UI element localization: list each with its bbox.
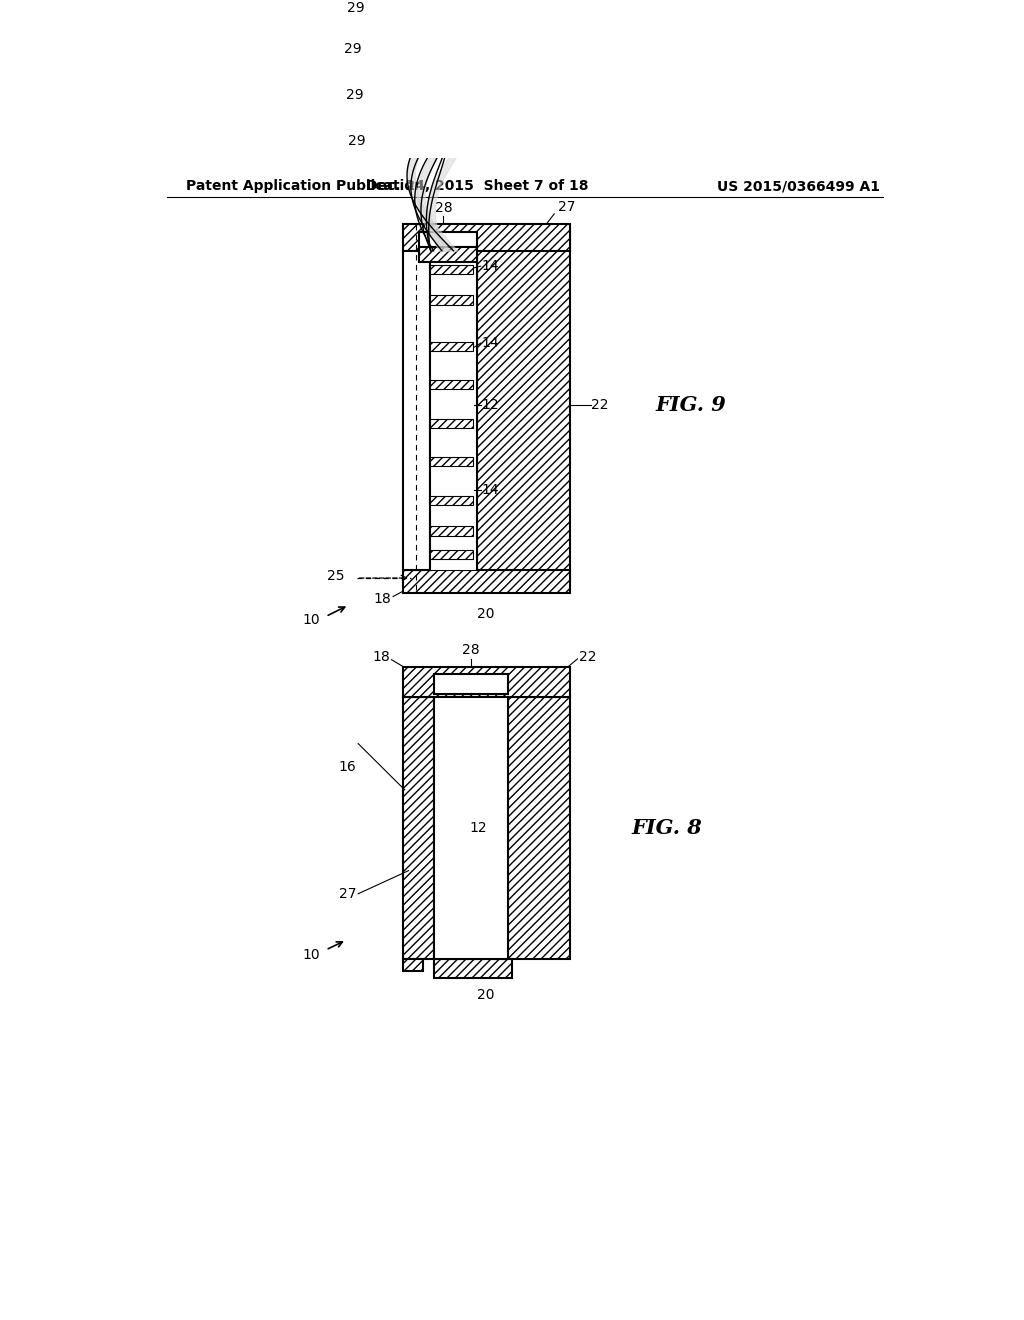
Bar	[508, 697, 569, 960]
Text: Dec. 24, 2015  Sheet 7 of 18: Dec. 24, 2015 Sheet 7 of 18	[366, 180, 588, 193]
Text: 18: 18	[372, 651, 390, 664]
Text: 28: 28	[462, 643, 479, 657]
Bar	[430, 549, 473, 558]
Text: 20: 20	[477, 989, 495, 1002]
Text: 12: 12	[469, 821, 486, 836]
Text: 29: 29	[344, 42, 362, 55]
Text: 14: 14	[481, 483, 499, 496]
Bar	[419, 231, 477, 247]
Text: 22: 22	[592, 397, 609, 412]
Bar	[430, 342, 473, 351]
Bar	[477, 228, 569, 582]
Text: 18: 18	[374, 591, 391, 606]
Bar	[430, 457, 473, 466]
Text: 14: 14	[481, 337, 499, 350]
Bar	[430, 418, 473, 428]
Bar	[430, 496, 473, 506]
Text: 27: 27	[558, 199, 575, 214]
Bar	[403, 960, 423, 970]
Bar	[430, 251, 477, 570]
Text: 10: 10	[302, 948, 321, 962]
Bar	[430, 380, 473, 389]
Bar	[430, 264, 473, 275]
Text: 27: 27	[339, 887, 356, 900]
Bar	[434, 675, 508, 693]
Bar	[434, 960, 512, 978]
Text: 29: 29	[348, 133, 366, 148]
Bar	[403, 570, 569, 594]
Bar	[403, 697, 434, 960]
Text: 10: 10	[302, 614, 321, 627]
Bar	[430, 527, 473, 536]
Bar	[403, 667, 569, 697]
Text: FIG. 8: FIG. 8	[632, 818, 702, 838]
Text: 29: 29	[347, 1, 365, 16]
Bar	[403, 251, 430, 570]
Text: 12: 12	[481, 397, 499, 412]
Bar	[430, 296, 473, 305]
Text: 28: 28	[434, 201, 453, 215]
Text: 14: 14	[481, 259, 499, 273]
Bar	[419, 247, 477, 263]
Text: 20: 20	[477, 607, 495, 620]
Bar	[403, 224, 569, 251]
Text: US 2015/0366499 A1: US 2015/0366499 A1	[717, 180, 880, 193]
Text: FIG. 9: FIG. 9	[655, 395, 726, 414]
Text: Patent Application Publication: Patent Application Publication	[186, 180, 424, 193]
Text: 16: 16	[339, 760, 356, 774]
Text: 25: 25	[328, 569, 345, 582]
Text: 22: 22	[579, 651, 597, 664]
Text: 29: 29	[346, 88, 364, 102]
Bar	[434, 697, 508, 960]
